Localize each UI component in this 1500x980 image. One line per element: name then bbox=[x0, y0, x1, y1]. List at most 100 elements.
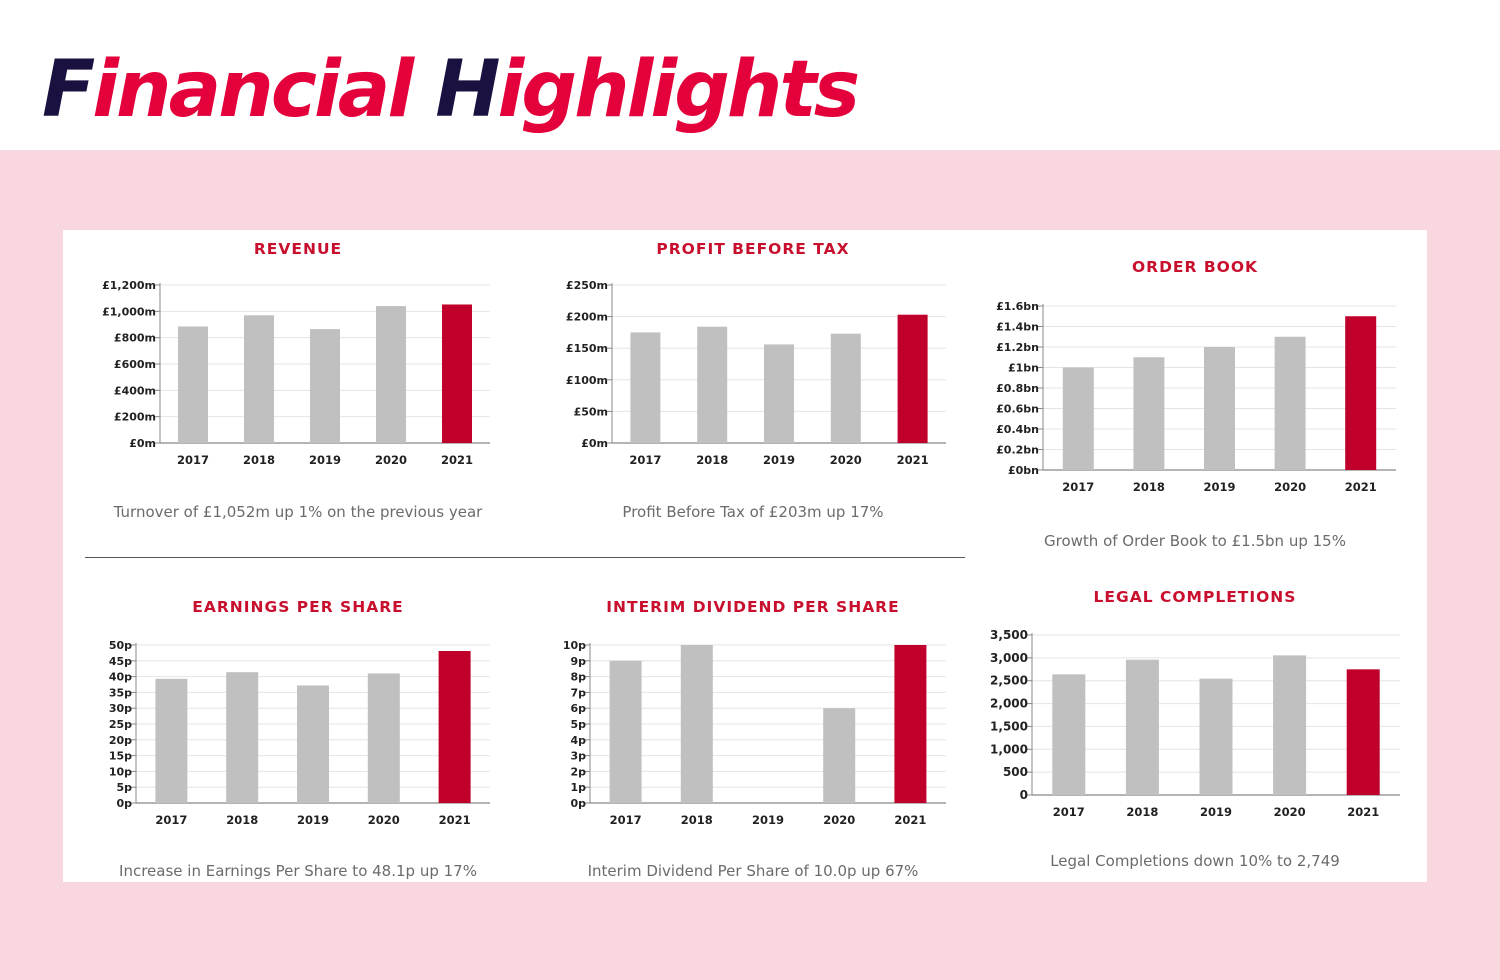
interim-dividend-chart-svg: 0p 1p 2p 3p 4p 5p 6p 7p 8p 9p 10p 2017 2018 2019 2020 2… bbox=[563, 639, 946, 827]
x-tick-label: 2017 bbox=[1062, 480, 1094, 494]
y-tick-label: £100m bbox=[566, 374, 608, 387]
y-tick-label: £800m bbox=[114, 332, 156, 345]
x-tick-label: 2021 bbox=[1347, 805, 1379, 819]
y-tick-label: 500 bbox=[1003, 765, 1028, 779]
profit-before-tax-chart-caption: Profit Before Tax of £203m up 17% bbox=[622, 503, 884, 521]
row-divider bbox=[85, 557, 965, 558]
bar-2018 bbox=[1125, 659, 1159, 795]
y-tick-label: £50m bbox=[574, 405, 608, 418]
bar-2020 bbox=[830, 333, 861, 443]
y-tick-label: 2,000 bbox=[990, 697, 1028, 711]
y-tick-label: £0.8bn bbox=[996, 382, 1039, 395]
x-tick-label: 2018 bbox=[226, 813, 258, 827]
y-tick-label: 1p bbox=[570, 781, 586, 794]
y-tick-label: 5p bbox=[116, 781, 132, 794]
y-tick-label: £1,200m bbox=[102, 279, 156, 292]
x-tick-label: 2020 bbox=[375, 453, 407, 467]
y-tick-label: 0p bbox=[116, 797, 132, 810]
bar-2021 bbox=[1345, 316, 1377, 470]
y-tick-label: £400m bbox=[114, 384, 156, 397]
x-tick-label: 2021 bbox=[1345, 480, 1377, 494]
bar-2021 bbox=[894, 645, 927, 803]
bar-2019 bbox=[764, 344, 794, 443]
y-tick-label: £200m bbox=[566, 311, 608, 324]
revenue-chart-caption: Turnover of £1,052m up 1% on the previou… bbox=[113, 503, 483, 521]
bar-2017 bbox=[1052, 674, 1086, 795]
y-tick-label: £600m bbox=[114, 358, 156, 371]
x-tick-label: 2020 bbox=[830, 453, 862, 467]
y-tick-label: 40p bbox=[109, 671, 132, 684]
interim-dividend-chart-caption: Interim Dividend Per Share of 10.0p up 6… bbox=[587, 862, 919, 880]
y-tick-label: 1,500 bbox=[990, 719, 1028, 733]
bar-2019 bbox=[1199, 678, 1233, 795]
x-tick-label: 2019 bbox=[763, 453, 795, 467]
y-tick-label: 9p bbox=[570, 655, 586, 668]
bar-2017 bbox=[609, 660, 642, 803]
y-tick-label: 6p bbox=[570, 702, 586, 715]
y-tick-label: £250m bbox=[566, 279, 608, 292]
y-tick-label: 35p bbox=[109, 686, 132, 699]
x-tick-label: 2019 bbox=[297, 813, 329, 827]
y-tick-label: £1.2bn bbox=[996, 341, 1039, 354]
title-letter-h: H bbox=[435, 45, 500, 135]
x-tick-label: 2017 bbox=[177, 453, 209, 467]
profit-before-tax-chart-card: PROFIT BEFORE TAX £0m £50m £100m £150m £200m… bbox=[533, 230, 973, 540]
x-tick-label: 2019 bbox=[1203, 480, 1235, 494]
x-tick-label: 2018 bbox=[1133, 480, 1165, 494]
legal-completions-chart-card: LEGAL COMPLETIONS 0 500 1,000 1,500 2,000 2,5… bbox=[963, 575, 1427, 885]
revenue-chart-card: REVENUE £0m £200m £400m £600m £800m £1,000m £1… bbox=[63, 230, 533, 540]
bar-2020 bbox=[1273, 655, 1307, 795]
bar-2020 bbox=[1274, 336, 1306, 470]
y-tick-label: £1,000m bbox=[102, 305, 156, 318]
y-tick-label: £1.6bn bbox=[996, 300, 1039, 313]
bar-2019 bbox=[310, 329, 340, 443]
y-tick-label: 3,500 bbox=[990, 628, 1028, 642]
y-tick-label: 2,500 bbox=[990, 674, 1028, 688]
x-tick-label: 2018 bbox=[696, 453, 728, 467]
y-tick-label: 8p bbox=[570, 671, 586, 684]
x-tick-label: 2019 bbox=[309, 453, 341, 467]
y-tick-label: £0m bbox=[581, 437, 608, 450]
x-tick-label: 2020 bbox=[1274, 805, 1306, 819]
bar-2021 bbox=[1346, 669, 1380, 795]
y-tick-label: £0.6bn bbox=[996, 403, 1039, 416]
earnings-per-share-chart-caption: Increase in Earnings Per Share to 48.1p … bbox=[119, 862, 477, 880]
legal-completions-chart-caption: Legal Completions down 10% to 2,749 bbox=[1050, 852, 1340, 870]
bar-2020 bbox=[823, 708, 856, 803]
x-tick-label: 2018 bbox=[681, 813, 713, 827]
y-tick-label: 2p bbox=[570, 765, 586, 778]
bar-2017 bbox=[630, 332, 661, 443]
y-tick-label: 25p bbox=[109, 718, 132, 731]
x-tick-label: 2021 bbox=[894, 813, 926, 827]
y-tick-label: 50p bbox=[109, 639, 132, 652]
x-tick-label: 2018 bbox=[1126, 805, 1158, 819]
y-tick-label: £0bn bbox=[1008, 464, 1039, 477]
bar-2021 bbox=[442, 304, 472, 443]
bar-2017 bbox=[155, 678, 188, 803]
profit-before-tax-chart-svg: £0m £50m £100m £150m £200m £250m 2017 2018 2019 2… bbox=[566, 279, 946, 467]
y-tick-label: 0p bbox=[570, 797, 586, 810]
revenue-chart-svg: £0m £200m £400m £600m £800m £1,000m £1,200m 201… bbox=[102, 279, 490, 467]
x-tick-label: 2017 bbox=[155, 813, 187, 827]
x-tick-label: 2019 bbox=[752, 813, 784, 827]
x-tick-label: 2021 bbox=[441, 453, 473, 467]
x-tick-label: 2018 bbox=[243, 453, 275, 467]
bar-2019 bbox=[1204, 347, 1235, 470]
bar-2018 bbox=[226, 672, 259, 803]
legal-completions-chart-svg: 0 500 1,000 1,500 2,000 2,500 3,000 3,500 2017 20… bbox=[990, 628, 1400, 819]
y-tick-label: £0.2bn bbox=[996, 444, 1039, 457]
y-tick-label: 3,000 bbox=[990, 651, 1028, 665]
y-tick-label: 10p bbox=[563, 639, 586, 652]
y-tick-label: £200m bbox=[114, 411, 156, 424]
y-tick-label: £1.4bn bbox=[996, 321, 1039, 334]
bar-2020 bbox=[376, 306, 406, 443]
y-tick-label: 0 bbox=[1020, 788, 1028, 802]
title-word-inancial: inancial bbox=[92, 45, 436, 135]
y-tick-label: 45p bbox=[109, 655, 132, 668]
bar-2017 bbox=[178, 326, 208, 443]
y-tick-label: £0m bbox=[129, 437, 156, 450]
title-word-ighlights: ighlights bbox=[497, 45, 861, 135]
y-tick-label: £0.4bn bbox=[996, 423, 1039, 436]
y-tick-label: 5p bbox=[570, 718, 586, 731]
interim-dividend-chart-card: INTERIM DIVIDEND PER SHARE 0p 1p 2p 3p 4p 5p 6… bbox=[533, 585, 973, 885]
